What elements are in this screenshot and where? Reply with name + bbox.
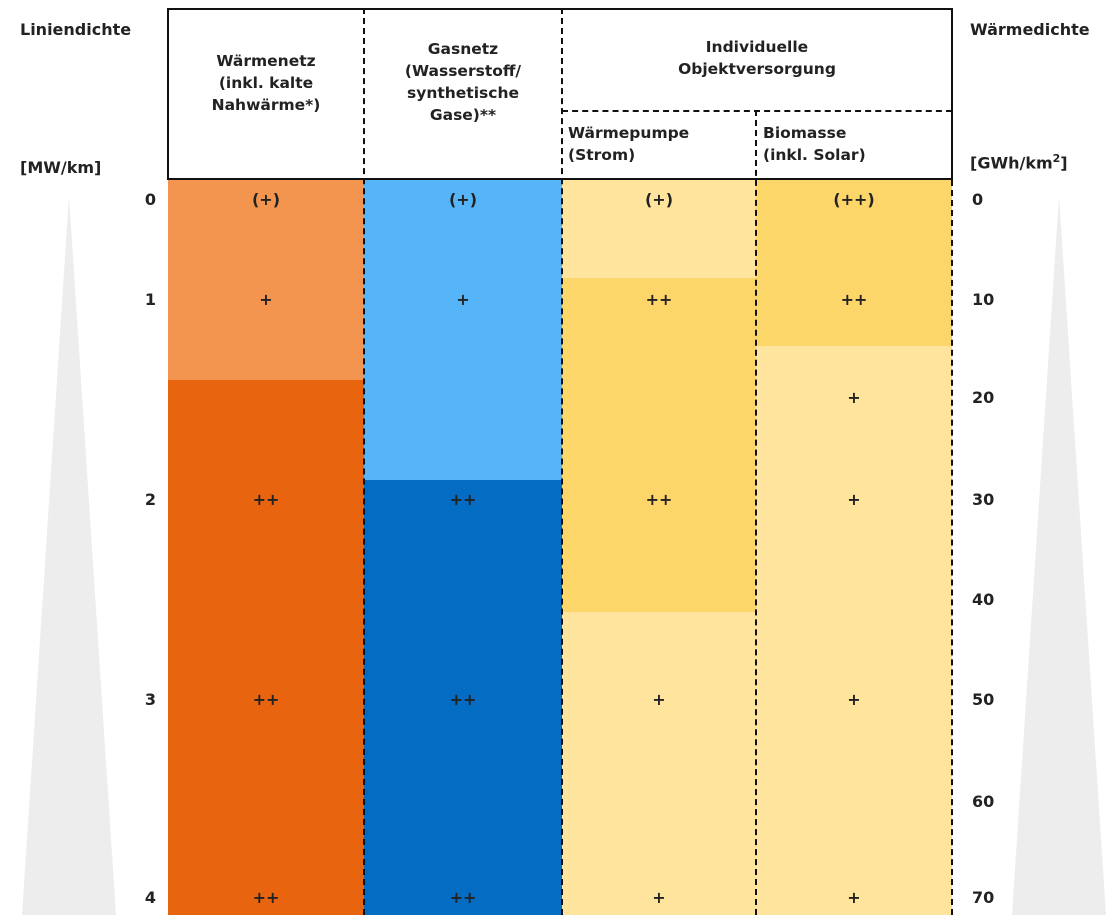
waermenetz-band-dark bbox=[168, 380, 364, 915]
header-waermepumpe: Wärmepumpe (Strom) bbox=[568, 124, 690, 164]
right-tick-10: 10 bbox=[972, 290, 995, 309]
header-sub-divider bbox=[562, 110, 952, 112]
right-tick-60: 60 bbox=[972, 792, 995, 811]
right-tick-30: 30 bbox=[972, 490, 995, 509]
waermenetz-band-light bbox=[168, 180, 364, 380]
rating-gasnetz-3: ++ bbox=[449, 690, 477, 709]
left-tick-4: 4 bbox=[144, 888, 156, 907]
rating-waermenetz-0: (+) bbox=[251, 190, 281, 209]
table-left-border bbox=[167, 8, 169, 180]
right-axis-unit: [GWh/km2] bbox=[970, 152, 1068, 173]
header-bottom-border bbox=[168, 178, 952, 180]
left-tick-1: 1 bbox=[144, 290, 156, 309]
rating-biomasse-4: + bbox=[847, 690, 861, 709]
right-density-triangle bbox=[1012, 196, 1106, 915]
header-top-border bbox=[168, 8, 952, 10]
header-waermenetz: Wärmenetz (inkl. kalte Nahwärme*) bbox=[211, 52, 321, 114]
rating-waermepumpe-0: (+) bbox=[644, 190, 674, 209]
gasnetz-band-dark bbox=[364, 480, 562, 915]
rating-waermepumpe-1: ++ bbox=[645, 290, 673, 309]
rating-waermenetz-2: ++ bbox=[252, 490, 280, 509]
header-gasnetz: Gasnetz (Wasserstoff/ synthetische Gase)… bbox=[404, 40, 522, 124]
rating-waermenetz-4: ++ bbox=[252, 888, 280, 907]
col-sep-1 bbox=[363, 8, 365, 915]
waermepumpe-band-bottom bbox=[562, 612, 756, 915]
rating-biomasse-3: + bbox=[847, 490, 861, 509]
left-tick-0: 0 bbox=[144, 190, 156, 209]
biomasse-band-top bbox=[756, 180, 952, 346]
left-axis-title: Liniendichte bbox=[20, 20, 132, 39]
rating-gasnetz-4: ++ bbox=[449, 888, 477, 907]
rating-waermepumpe-3: + bbox=[652, 690, 666, 709]
right-axis-title: Wärmedichte bbox=[970, 20, 1090, 39]
left-axis-unit: [MW/km] bbox=[20, 158, 102, 177]
table-right-border bbox=[951, 8, 953, 180]
rating-waermepumpe-4: + bbox=[652, 888, 666, 907]
rating-gasnetz-0: (+) bbox=[448, 190, 478, 209]
rating-biomasse-1: ++ bbox=[840, 290, 868, 309]
col-sep-2 bbox=[561, 8, 563, 915]
waermepumpe-band-mid bbox=[562, 278, 756, 612]
rating-waermepumpe-2: ++ bbox=[645, 490, 673, 509]
right-tick-40: 40 bbox=[972, 590, 995, 609]
right-tick-50: 50 bbox=[972, 690, 995, 709]
header-biomasse: Biomasse (inkl. Solar) bbox=[763, 124, 866, 164]
rating-biomasse-2: + bbox=[847, 388, 861, 407]
col-sep-right bbox=[951, 180, 953, 915]
left-density-triangle bbox=[22, 196, 116, 915]
right-tick-0: 0 bbox=[972, 190, 984, 209]
biomasse-band-bottom bbox=[756, 346, 952, 915]
rating-gasnetz-2: ++ bbox=[449, 490, 477, 509]
gasnetz-band-light bbox=[364, 180, 562, 480]
right-tick-20: 20 bbox=[972, 388, 995, 407]
right-tick-70: 70 bbox=[972, 888, 995, 907]
left-tick-3: 3 bbox=[144, 690, 156, 709]
rating-gasnetz-1: + bbox=[456, 290, 470, 309]
col-sep-3 bbox=[755, 110, 757, 915]
rating-waermenetz-1: + bbox=[259, 290, 273, 309]
rating-waermenetz-3: ++ bbox=[252, 690, 280, 709]
header-individuelle-objektversorgung: Individuelle Objektversorgung bbox=[678, 38, 836, 78]
rating-biomasse-5: + bbox=[847, 888, 861, 907]
rating-biomasse-0: (++) bbox=[833, 190, 875, 209]
waermepumpe-band-top bbox=[562, 180, 756, 278]
left-tick-2: 2 bbox=[144, 490, 156, 509]
